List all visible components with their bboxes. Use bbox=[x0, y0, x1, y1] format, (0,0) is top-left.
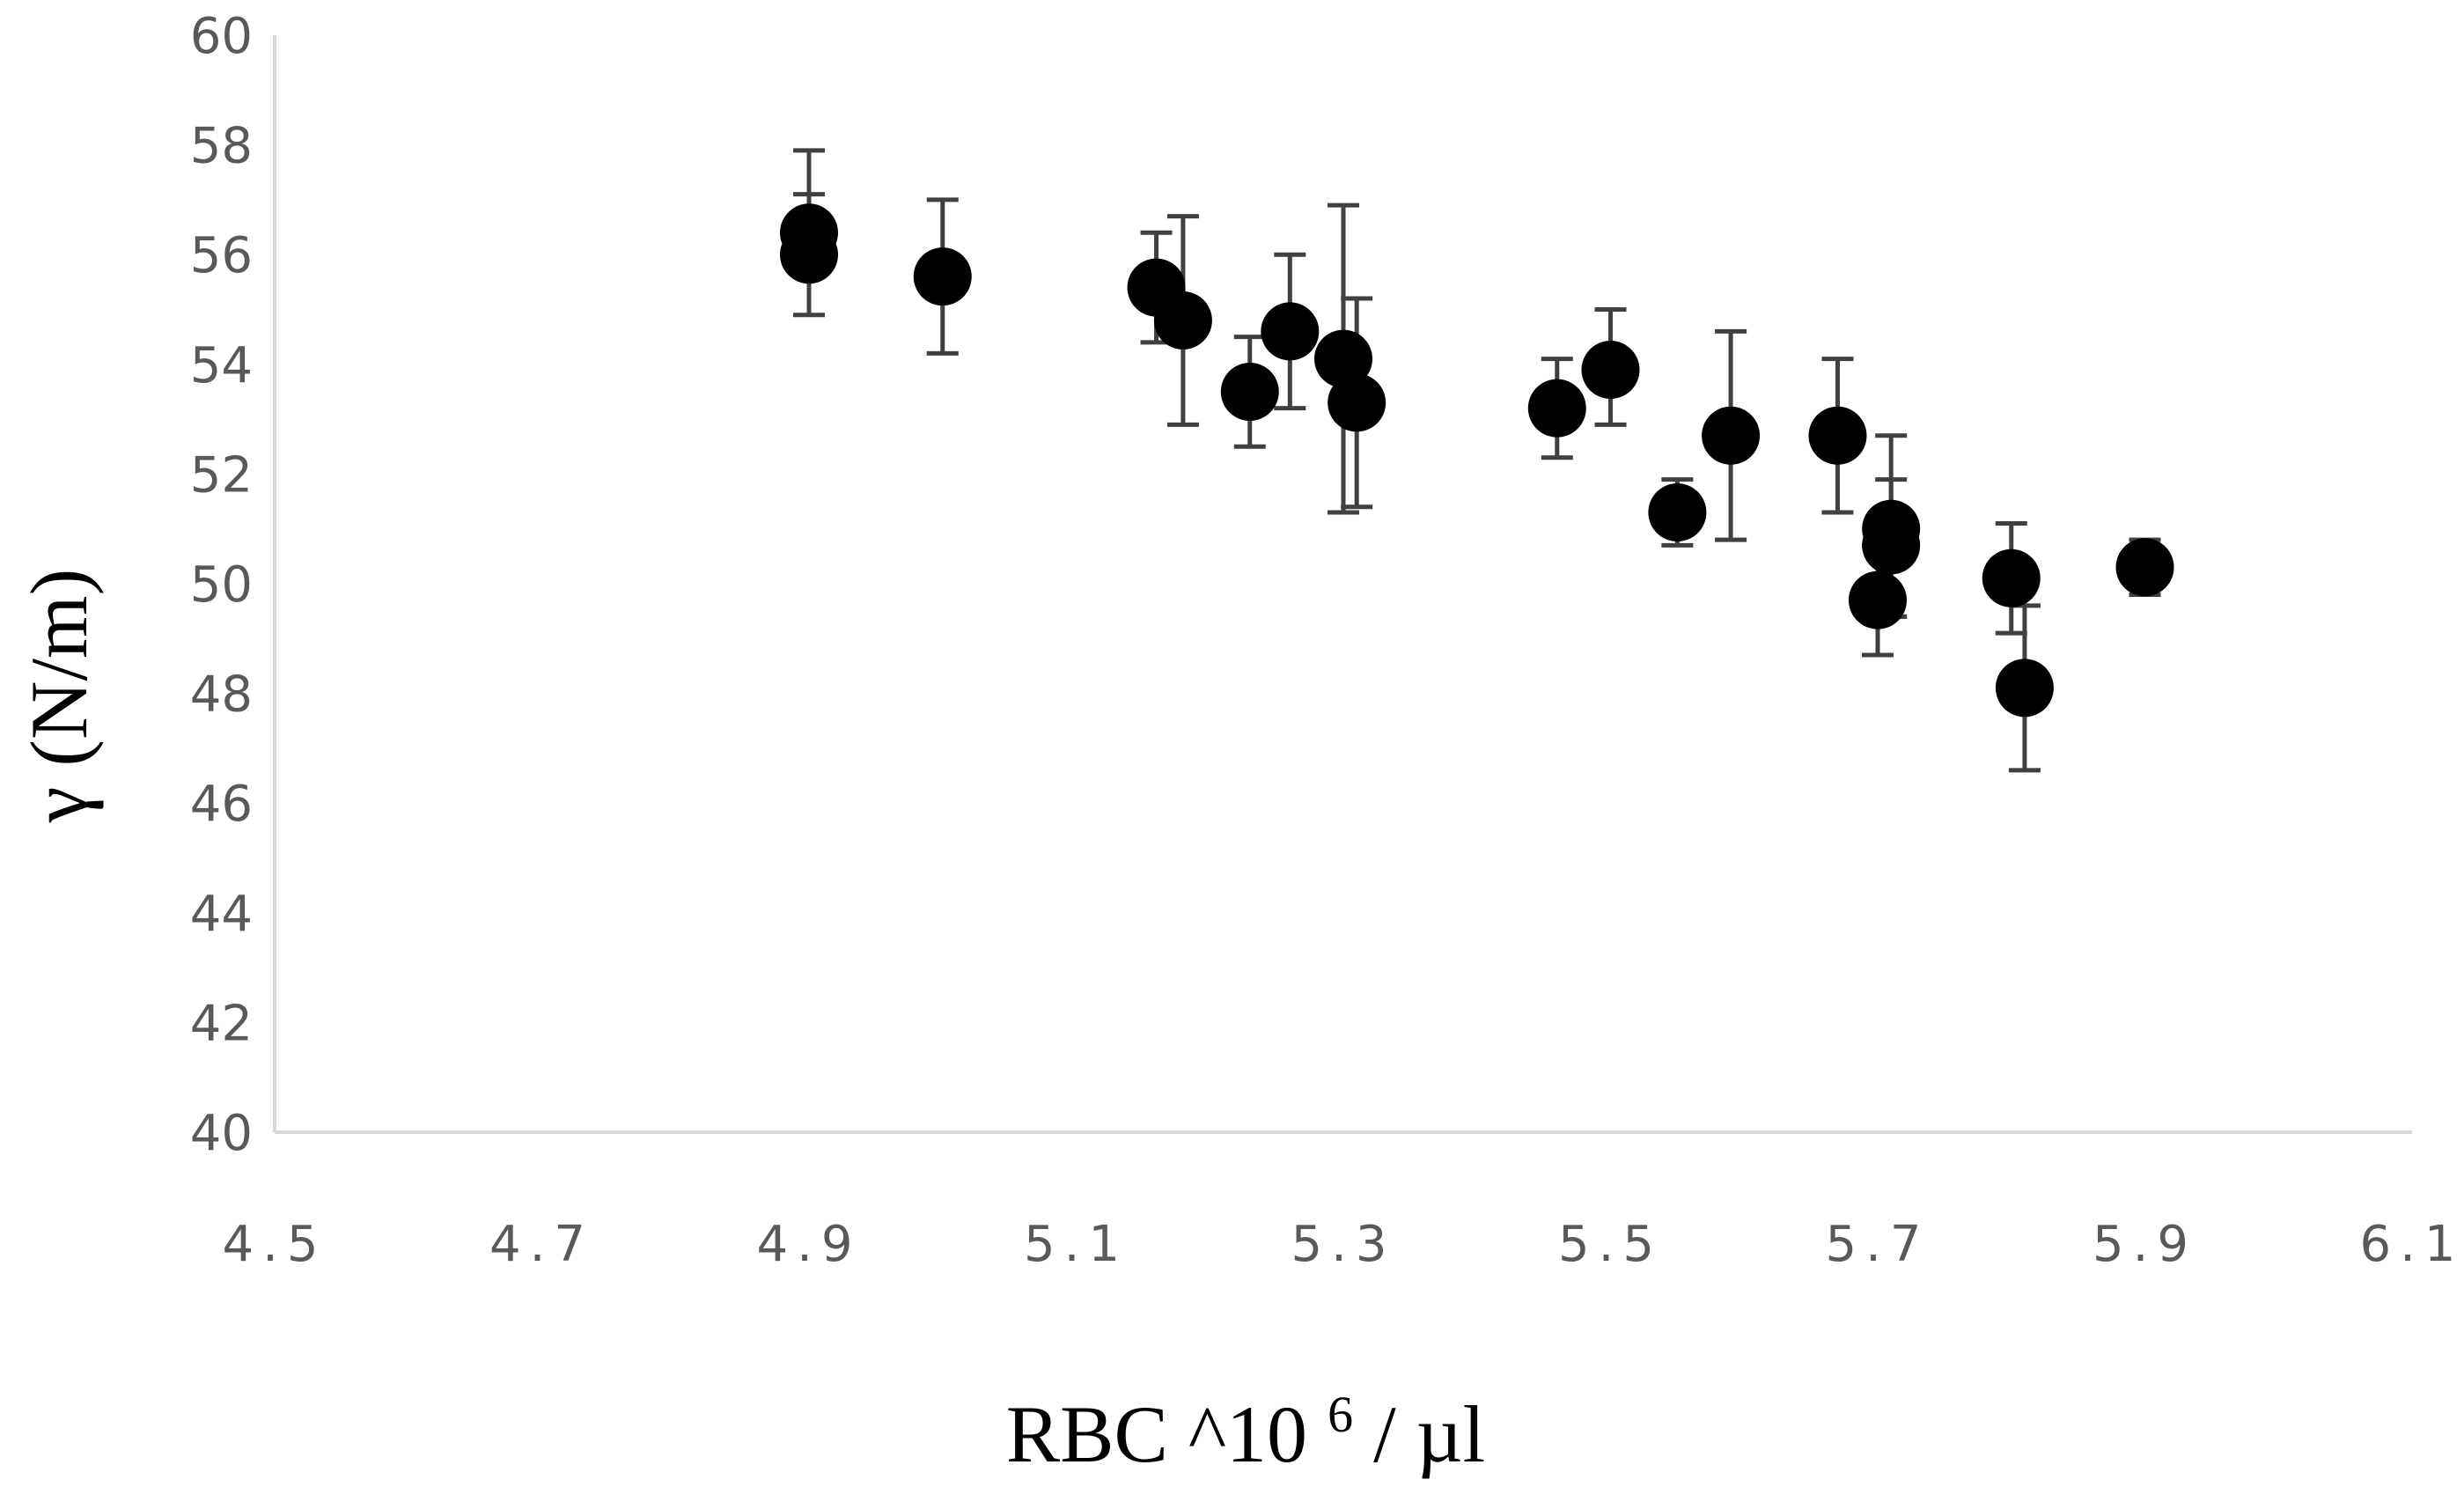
y-tick-label: 44 bbox=[190, 886, 253, 943]
x-tick-label: 5.1 bbox=[1024, 1216, 1129, 1273]
x-axis-title-superscript: 6 bbox=[1328, 1386, 1353, 1443]
data-point bbox=[1581, 341, 1640, 400]
y-tick-label: 42 bbox=[190, 995, 253, 1052]
data-point bbox=[1648, 483, 1707, 542]
y-tick-label: 52 bbox=[190, 446, 253, 504]
data-point bbox=[1982, 548, 2041, 607]
x-tick-label: 4.7 bbox=[489, 1216, 594, 1273]
data-point bbox=[1153, 291, 1212, 350]
y-tick-label: 56 bbox=[190, 227, 253, 284]
data-points bbox=[780, 203, 2174, 718]
data-point bbox=[1849, 571, 1907, 629]
x-tick-label: 4.9 bbox=[756, 1216, 861, 1273]
x-tick-label: 4.5 bbox=[222, 1216, 327, 1273]
x-tick-label: 5.5 bbox=[1558, 1216, 1663, 1273]
x-axis-title-suffix: / µl bbox=[1373, 1389, 1485, 1479]
data-point bbox=[1220, 362, 1279, 421]
data-point bbox=[1527, 379, 1586, 438]
y-tick-label: 54 bbox=[190, 337, 253, 394]
x-tick-label: 5.7 bbox=[1825, 1216, 1930, 1273]
y-tick-label: 60 bbox=[190, 8, 253, 65]
data-point bbox=[913, 247, 972, 306]
data-point bbox=[1808, 406, 1867, 465]
y-axis-title: γ (N/m) bbox=[14, 569, 104, 824]
y-tick-label: 58 bbox=[190, 118, 253, 175]
y-tick-label: 40 bbox=[190, 1105, 253, 1162]
x-tick-label: 6.1 bbox=[2359, 1216, 2464, 1273]
data-point bbox=[2115, 538, 2174, 597]
y-tick-labels: 40 42 44 46 48 50 52 54 56 58 60 bbox=[190, 8, 253, 1162]
data-point bbox=[1862, 516, 1921, 575]
x-axis-title: RBC ^10 6 / µl bbox=[1006, 1359, 1485, 1479]
x-axis-title-main: RBC ^10 bbox=[1006, 1389, 1307, 1479]
x-tick-label: 5.3 bbox=[1291, 1216, 1395, 1273]
y-tick-label: 48 bbox=[190, 666, 253, 724]
data-point bbox=[780, 225, 838, 284]
data-point bbox=[1995, 659, 2054, 718]
error-bars bbox=[793, 148, 2161, 773]
x-tick-label: 5.9 bbox=[2093, 1216, 2197, 1273]
x-tick-labels: 4.5 4.7 4.9 5.1 5.3 5.5 5.7 5.9 6.1 bbox=[222, 1216, 2464, 1273]
data-point bbox=[1328, 373, 1386, 432]
data-point bbox=[1702, 406, 1761, 465]
axes bbox=[273, 35, 2412, 1134]
data-point bbox=[1314, 329, 1372, 388]
data-point bbox=[1261, 302, 1320, 361]
y-tick-label: 50 bbox=[190, 556, 253, 614]
y-tick-label: 46 bbox=[190, 776, 253, 833]
